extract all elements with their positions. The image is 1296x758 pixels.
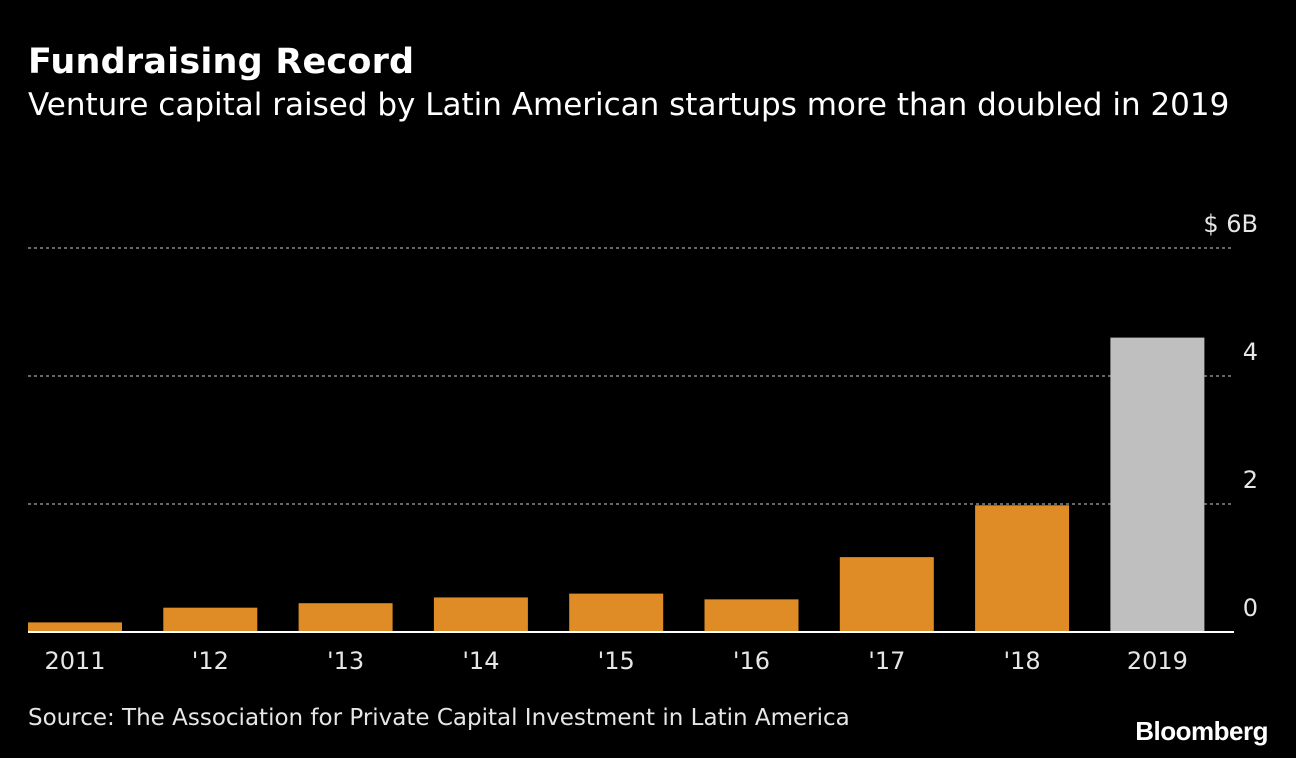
bar bbox=[163, 607, 258, 632]
x-tick-label: '12 bbox=[192, 647, 229, 675]
x-tick-label: '15 bbox=[598, 647, 635, 675]
bar bbox=[28, 622, 122, 632]
x-tick-label: '17 bbox=[868, 647, 905, 675]
x-tick-label: '14 bbox=[462, 647, 499, 675]
y-tick-label: 2 bbox=[1243, 466, 1258, 494]
bar bbox=[839, 557, 934, 632]
bar bbox=[975, 505, 1070, 632]
y-tick-label: 4 bbox=[1243, 338, 1258, 366]
bloomberg-logo: Bloomberg bbox=[1135, 716, 1268, 746]
x-tick-label: '18 bbox=[1004, 647, 1041, 675]
x-tick-label: '13 bbox=[327, 647, 364, 675]
x-tick-label: 2019 bbox=[1127, 647, 1188, 675]
source-note: Source: The Association for Private Capi… bbox=[28, 705, 850, 731]
x-tick-label: '16 bbox=[733, 647, 770, 675]
y-tick-label: 0 bbox=[1243, 594, 1258, 622]
bar bbox=[1110, 337, 1205, 632]
bar bbox=[569, 593, 664, 632]
bar bbox=[298, 603, 393, 632]
bar bbox=[433, 597, 528, 632]
bar bbox=[704, 599, 799, 632]
x-tick-label: 2011 bbox=[44, 647, 105, 675]
chart-title: Fundraising Record bbox=[28, 42, 415, 82]
chart-subtitle: Venture capital raised by Latin American… bbox=[28, 87, 1230, 123]
y-tick-label: $ 6B bbox=[1203, 210, 1258, 238]
